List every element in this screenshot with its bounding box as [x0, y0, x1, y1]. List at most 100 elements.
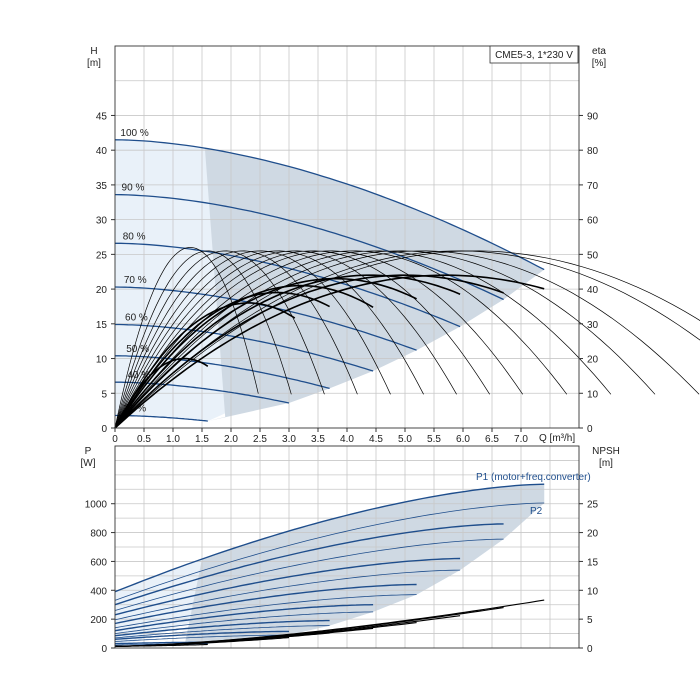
- y-tick-label: 0: [101, 644, 107, 655]
- p1-curve: [114, 523, 504, 606]
- y-tick-label: 10: [96, 355, 108, 366]
- speed-label: 70 %: [124, 275, 147, 286]
- y2-tick-label: 5: [587, 615, 593, 626]
- bottom-y2-axis-label-unit: [m]: [599, 458, 613, 469]
- y-tick-label: 40: [96, 146, 108, 157]
- top-y2-axis-label-unit: [%]: [592, 58, 607, 69]
- y2-tick-label: 80: [587, 146, 599, 157]
- p2-curve: [114, 625, 330, 639]
- x-tick-label: 4.5: [369, 434, 383, 445]
- npsh-curve: [115, 643, 208, 647]
- speed-label: 80 %: [123, 231, 146, 242]
- eta-total-curve: [114, 291, 330, 429]
- head-curve: [114, 193, 504, 301]
- x-tick-label: 5.5: [427, 434, 441, 445]
- top-y-axis-label-symbol: H: [90, 46, 97, 57]
- head-curve: [115, 414, 208, 422]
- y2-tick-label: 25: [587, 500, 599, 511]
- p1-curve: [114, 483, 545, 593]
- head-curve: [114, 139, 545, 271]
- x-tick-label: 0: [112, 434, 118, 445]
- head-curve: [115, 355, 330, 390]
- eta-curve: [114, 250, 457, 429]
- eta-total-curve: [114, 277, 417, 429]
- eta-curve: [114, 250, 490, 429]
- p2-curve: [114, 569, 461, 621]
- p1-curve: [114, 604, 374, 632]
- x-tick-label: 2.5: [253, 434, 267, 445]
- p2-curve: [114, 502, 545, 601]
- y-tick-label: 1000: [85, 500, 108, 511]
- eta-curve: [114, 250, 391, 429]
- operating-region-dark: [204, 148, 545, 422]
- eta-curve: [114, 250, 568, 429]
- x-tick-label: 6.0: [456, 434, 470, 445]
- p1-curve: [114, 583, 417, 625]
- eta-total-curve: [114, 274, 504, 429]
- x-tick-label: 7.0: [514, 434, 528, 445]
- x-axis-unit-label: Q [m³/h]: [539, 433, 575, 444]
- x-tick-label: 3.5: [311, 434, 325, 445]
- speed-label: 40 %: [127, 370, 150, 381]
- y2-tick-label: 70: [587, 181, 599, 192]
- power-region-dark: [184, 484, 545, 646]
- speed-label: 50 %: [126, 344, 149, 355]
- y-tick-label: 400: [90, 586, 107, 597]
- p2-curve: [114, 611, 374, 634]
- y2-tick-label: 20: [587, 355, 599, 366]
- y2-tick-label: 0: [587, 424, 593, 435]
- y-tick-label: 200: [90, 615, 107, 626]
- y-tick-label: 30: [96, 216, 108, 227]
- p1-curve: [114, 557, 461, 616]
- top-y2-axis-label-symbol: eta: [592, 46, 606, 57]
- eta-total-curve: [114, 274, 545, 429]
- eta-total-curve: [114, 284, 374, 429]
- speed-label: 90 %: [122, 183, 145, 194]
- y2-tick-label: 90: [587, 111, 599, 122]
- y2-tick-label: 0: [587, 644, 593, 655]
- x-tick-label: 1.5: [195, 434, 209, 445]
- head-curve: [115, 242, 461, 328]
- x-tick-label: 2.0: [224, 434, 238, 445]
- head-efficiency-chart: 100 %90 %80 %70 %60 %50 %40 %21 %0 0.5 1.0…: [96, 45, 700, 445]
- speed-label: 60 %: [125, 313, 148, 324]
- y2-tick-label: 10: [587, 586, 599, 597]
- eta-curve: [114, 250, 656, 429]
- p1-curve: [114, 619, 330, 637]
- x-tick-label: 6.5: [485, 434, 499, 445]
- legend-p2: P2: [530, 506, 543, 517]
- y-tick-label: 5: [101, 389, 107, 400]
- bottom-y-axis-label-unit: [W]: [81, 458, 96, 469]
- y-tick-label: 800: [90, 529, 107, 540]
- y-tick-label: 45: [96, 111, 108, 122]
- y-tick-label: 15: [96, 320, 108, 331]
- y2-tick-label: 20: [587, 529, 599, 540]
- eta-curve: [114, 250, 700, 429]
- title-box: CME5-3, 1*230 V: [489, 45, 579, 64]
- y2-tick-label: 15: [587, 557, 599, 568]
- y2-tick-label: 60: [587, 216, 599, 227]
- y-tick-label: 20: [96, 285, 108, 296]
- eta-curve: [114, 250, 358, 429]
- y-tick-label: 25: [96, 250, 108, 261]
- eta-curve: [114, 250, 325, 429]
- eta-curve: [114, 250, 292, 429]
- x-tick-label: 5.0: [398, 434, 412, 445]
- y-tick-label: 600: [90, 557, 107, 568]
- bottom-y-axis-label-symbol: P: [85, 446, 92, 457]
- top-y-axis-label-unit: [m]: [87, 58, 101, 69]
- y-tick-label: 35: [96, 181, 108, 192]
- y2-tick-label: 10: [587, 389, 599, 400]
- bottom-y2-axis-label-symbol: NPSH: [592, 446, 620, 457]
- eta-curve: [114, 250, 612, 429]
- speed-label: 100 %: [120, 128, 148, 139]
- p2-curve: [114, 634, 289, 642]
- x-tick-label: 1.0: [166, 434, 180, 445]
- legend-p1: P1 (motor+freq.converter): [476, 472, 591, 483]
- x-tick-label: 3.0: [282, 434, 296, 445]
- y2-tick-label: 50: [587, 250, 599, 261]
- plot-frame: [114, 445, 580, 649]
- eta-total-curve: [114, 302, 296, 429]
- eta-curve: [114, 247, 259, 429]
